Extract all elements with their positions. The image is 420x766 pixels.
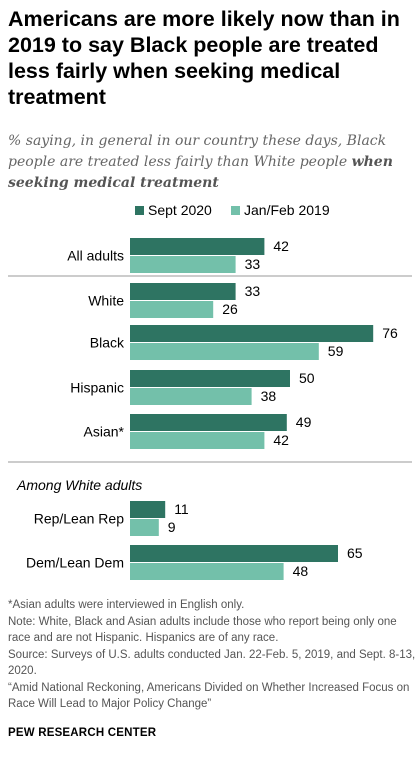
- subtitle-text: % saying, in general in our country thes…: [8, 133, 387, 170]
- bar: [130, 563, 284, 580]
- bar: [130, 388, 252, 405]
- source-label: PEW RESEARCH CENTER: [8, 727, 157, 739]
- note-report: “Amid National Reckoning, Americans Divi…: [8, 681, 410, 711]
- bar: [130, 432, 265, 449]
- bar: [130, 301, 214, 318]
- bar: [130, 545, 338, 562]
- bar: [130, 256, 236, 273]
- legend-swatch-2: [231, 206, 240, 215]
- row-label: All adults: [67, 248, 124, 264]
- data-label: 50: [299, 370, 315, 386]
- bar: [130, 501, 166, 518]
- bar: [130, 370, 290, 387]
- legend-label-2: Jan/Feb 2019: [244, 202, 330, 218]
- row-label: Hispanic: [70, 380, 124, 396]
- group-label: Among White adults: [16, 477, 142, 493]
- bar: [130, 283, 236, 300]
- bar: [130, 238, 265, 255]
- data-label: 48: [293, 563, 309, 579]
- data-label: 9: [168, 519, 176, 535]
- data-label: 59: [328, 343, 344, 359]
- data-label: 26: [222, 301, 238, 317]
- bar: [130, 325, 374, 342]
- data-label: 65: [347, 545, 363, 561]
- legend-swatch-1: [135, 206, 144, 215]
- data-label: 33: [245, 256, 261, 272]
- data-label: 49: [296, 414, 312, 430]
- row-label: Asian*: [84, 424, 125, 440]
- chart-subtitle: % saying, in general in our country thes…: [8, 131, 412, 194]
- note-source: Source: Surveys of U.S. adults conducted…: [8, 648, 416, 678]
- data-label: 76: [382, 325, 398, 341]
- data-label: 42: [273, 238, 289, 254]
- chart-notes: *Asian adults were interviewed in Englis…: [8, 597, 416, 713]
- bar: [130, 519, 159, 536]
- bar: [130, 414, 287, 431]
- data-label: 38: [261, 388, 277, 404]
- row-label: Rep/Lean Rep: [34, 511, 125, 527]
- bar-chart: Sept 2020 Jan/Feb 2019 Among White adults A…: [8, 202, 412, 580]
- note-race: Note: White, Black and Asian adults incl…: [8, 615, 397, 645]
- data-label: 33: [245, 283, 261, 299]
- bar: [130, 343, 319, 360]
- row-label: Dem/Lean Dem: [26, 555, 124, 571]
- row-label: White: [88, 293, 124, 309]
- data-label: 11: [174, 501, 189, 517]
- subtitle-emphasis: when seeking medical treatment: [8, 154, 393, 191]
- legend-label-1: Sept 2020: [148, 202, 212, 218]
- row-label: Black: [90, 335, 125, 351]
- chart-title: Americans are more likely now than in 20…: [8, 7, 400, 109]
- note-asian: *Asian adults were interviewed in Englis…: [8, 599, 245, 611]
- data-label: 42: [273, 432, 289, 448]
